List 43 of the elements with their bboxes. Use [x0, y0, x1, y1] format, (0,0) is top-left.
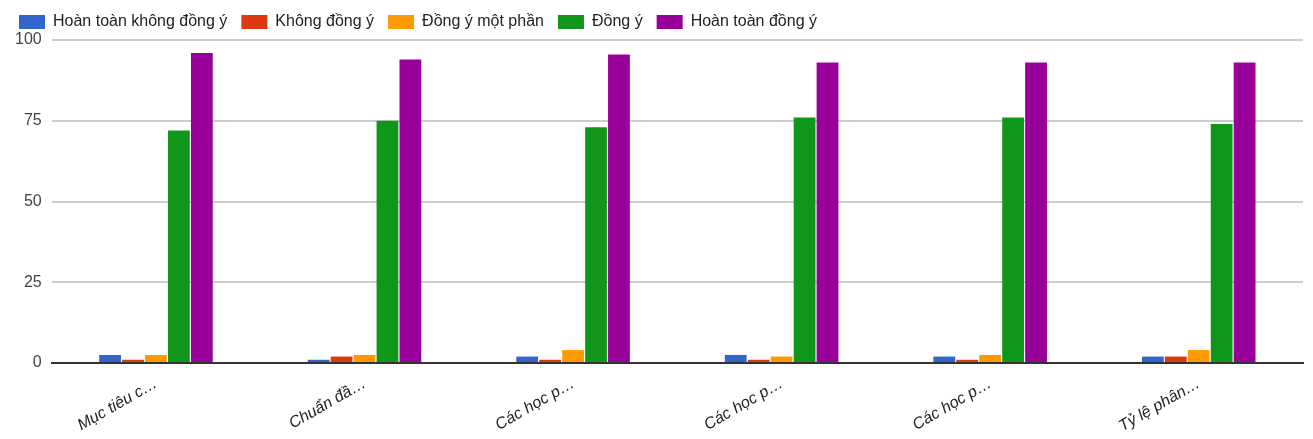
bar: [1233, 62, 1256, 363]
legend-label: Hoàn toàn đồng ý: [690, 12, 817, 30]
bar: [1164, 356, 1187, 363]
y-tick-label: 50: [23, 191, 42, 209]
bar: [747, 359, 770, 363]
bar: [399, 59, 422, 363]
bar: [353, 354, 376, 363]
bar: [1025, 62, 1047, 363]
legend-label: Hoàn toàn không đồng ý: [53, 12, 228, 30]
bar: [793, 117, 816, 363]
bar: [816, 62, 839, 363]
bar: [99, 354, 121, 363]
x-tick-label: Các học p…: [492, 374, 577, 433]
x-tick-label: Các học p…: [909, 374, 994, 433]
bar: [933, 356, 956, 363]
bar: [770, 356, 793, 363]
bar: [1141, 356, 1164, 363]
bar: [168, 130, 190, 363]
bar: [145, 354, 167, 363]
bar: [539, 359, 562, 363]
bar: [608, 54, 630, 363]
legend-label: Không đồng ý: [275, 12, 375, 30]
bar: [516, 356, 539, 363]
y-tick-label: 0: [32, 353, 42, 371]
bar: [1210, 123, 1233, 363]
bar: [562, 350, 584, 363]
y-tick-label: 100: [14, 30, 42, 48]
bar: [376, 120, 399, 363]
bar: [979, 354, 1002, 363]
bar: [956, 359, 979, 363]
x-tick-label: Các học p…: [700, 374, 786, 433]
bar: [724, 354, 747, 363]
bar: [1187, 350, 1210, 363]
legend-label: Đồng ý một phần: [422, 12, 544, 30]
x-tick-label: Mục tiêu c…: [74, 374, 160, 434]
bar: [307, 359, 330, 363]
y-tick-label: 25: [23, 272, 42, 290]
y-tick-label: 75: [23, 111, 42, 129]
bar: [190, 52, 213, 363]
bar: [122, 359, 144, 363]
legend-label: Đồng ý: [591, 12, 643, 30]
bar: [585, 127, 607, 363]
bar: [1002, 117, 1025, 363]
